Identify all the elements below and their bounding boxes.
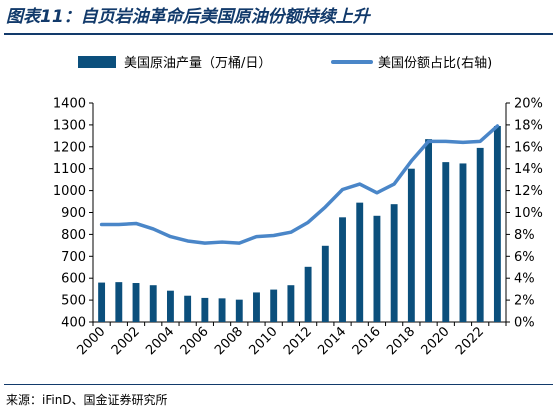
y2-tick-label: 16% bbox=[514, 140, 543, 155]
y-tick-label: 1400 bbox=[53, 97, 86, 112]
y2-tick-label: 2% bbox=[514, 294, 535, 309]
legend: 美国原油产量（万桶/日） 美国份额占比(右轴) bbox=[78, 56, 492, 71]
x-tick-label: 2008 bbox=[212, 324, 246, 358]
bar bbox=[270, 289, 278, 322]
y2-tick-label: 18% bbox=[514, 118, 543, 133]
legend-bar-swatch bbox=[78, 56, 116, 68]
bar bbox=[235, 299, 243, 322]
footer-divider bbox=[4, 384, 553, 385]
bar bbox=[407, 168, 415, 322]
x-tick-label: 2012 bbox=[281, 324, 315, 358]
bar bbox=[356, 202, 364, 322]
bar bbox=[149, 285, 157, 322]
bar bbox=[493, 125, 501, 323]
y2-tick-label: 12% bbox=[514, 184, 543, 199]
axes bbox=[89, 102, 510, 326]
source-note: 来源：iFinD、国金证券研究所 bbox=[6, 393, 168, 407]
y2-tick-label: 14% bbox=[514, 162, 543, 177]
legend-line-label: 美国份额占比(右轴) bbox=[378, 56, 492, 71]
bar bbox=[218, 298, 226, 322]
bar bbox=[321, 245, 329, 322]
y-tick-label: 600 bbox=[61, 272, 86, 287]
bar bbox=[304, 266, 312, 322]
x-tick-label: 2016 bbox=[350, 324, 384, 358]
x-tick-label: 2010 bbox=[247, 324, 281, 358]
bar bbox=[98, 282, 106, 322]
bar bbox=[115, 282, 123, 322]
y2-tick-label: 10% bbox=[514, 206, 543, 221]
title-divider bbox=[4, 33, 553, 35]
y-tick-label: 700 bbox=[61, 250, 86, 265]
y2-tick-label: 20% bbox=[514, 97, 543, 112]
line-series bbox=[99, 124, 500, 245]
bar bbox=[287, 285, 295, 322]
y2-tick-label: 8% bbox=[514, 228, 535, 243]
bar bbox=[390, 204, 398, 322]
x-tick-label: 2006 bbox=[178, 324, 212, 358]
y-tick-label: 1000 bbox=[53, 184, 86, 199]
legend-bar-label: 美国原油产量（万桶/日） bbox=[124, 56, 271, 71]
bar-series bbox=[98, 125, 501, 323]
bar bbox=[253, 292, 260, 322]
y2-tick-label: 6% bbox=[514, 250, 535, 265]
x-tick-label: 2022 bbox=[453, 324, 487, 358]
y-tick-label: 1200 bbox=[53, 140, 86, 155]
x-tick-label: 2002 bbox=[109, 324, 143, 358]
y-tick-label: 400 bbox=[61, 316, 86, 331]
y2-tick-label: 0% bbox=[514, 316, 535, 331]
bar bbox=[459, 163, 467, 322]
y-tick-label: 1300 bbox=[53, 118, 86, 133]
y-tick-label: 1100 bbox=[53, 162, 86, 177]
bar bbox=[373, 215, 381, 322]
y2-tick-label: 4% bbox=[514, 272, 535, 287]
x-tick-label: 2018 bbox=[384, 324, 418, 358]
x-tick-label: 2004 bbox=[143, 324, 177, 358]
y-tick-label: 900 bbox=[61, 206, 86, 221]
y-tick-label: 500 bbox=[61, 294, 86, 309]
bar bbox=[166, 290, 174, 322]
chart-title: 图表11：自页岩油革命后美国原油份额持续上升 bbox=[6, 7, 370, 27]
y-tick-label: 800 bbox=[61, 228, 86, 243]
bar bbox=[184, 295, 192, 322]
bar bbox=[339, 217, 346, 322]
bar bbox=[425, 139, 433, 322]
x-tick-label: 2020 bbox=[419, 324, 453, 358]
chart: 美国原油产量（万桶/日） 美国份额占比(右轴) 1400 1300 1200 1100 1… bbox=[53, 56, 543, 358]
share-line bbox=[99, 124, 500, 245]
bar bbox=[476, 147, 484, 322]
bar bbox=[201, 297, 209, 322]
bar bbox=[132, 283, 140, 322]
bar bbox=[442, 162, 450, 322]
x-tick-label: 2014 bbox=[315, 324, 349, 358]
